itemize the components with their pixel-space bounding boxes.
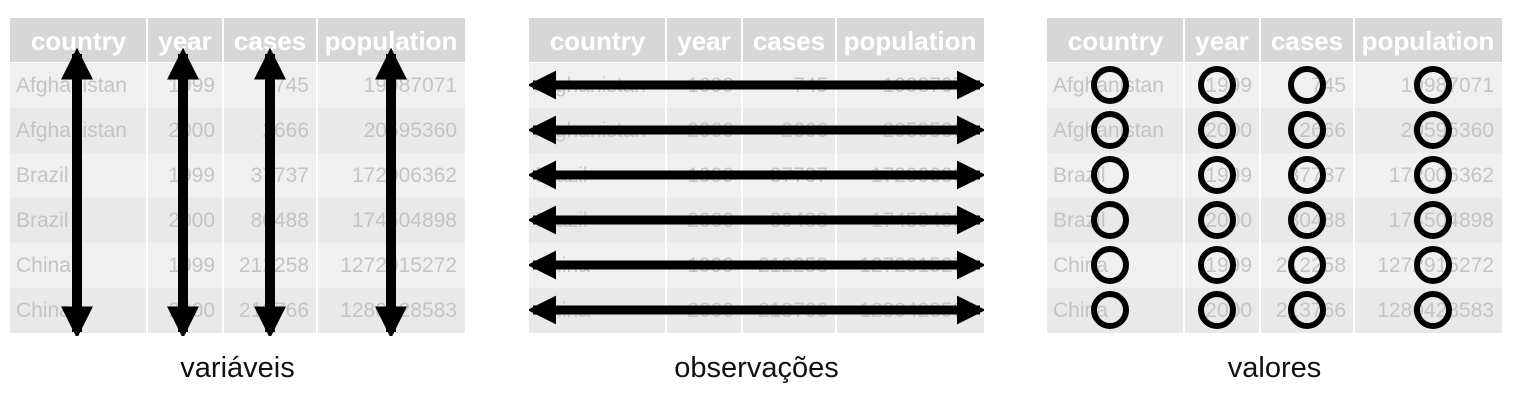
cell-year: 1999 (1205, 164, 1252, 187)
value-circle-cases (1288, 291, 1326, 329)
value-circle-country (1091, 156, 1129, 194)
value-circle-year (1198, 156, 1236, 194)
value-circle-cases (1288, 111, 1326, 149)
value-circle-year (1198, 66, 1236, 104)
overlay (1091, 66, 1452, 329)
column-divider (1259, 18, 1261, 336)
value-circle-country (1091, 111, 1129, 149)
value-circle-year (1198, 246, 1236, 284)
column-header-country: country (549, 26, 646, 56)
value-circle-country (1091, 201, 1129, 239)
cell-country: Afghanistan (1053, 119, 1164, 142)
observations-panel: countryyearcasespopulationAfghanistan199… (529, 18, 984, 336)
column-header-cases: cases (1270, 26, 1344, 56)
value-circle-country (1091, 246, 1129, 284)
value-circle-population (1414, 201, 1452, 239)
column-header-country: country (1067, 26, 1164, 56)
column-header-cases: cases (752, 26, 826, 56)
column-divider (146, 18, 148, 336)
column-header-population: population (1361, 26, 1495, 56)
cell-year: 1999 (1205, 74, 1252, 97)
column-divider (1183, 18, 1185, 336)
value-circle-year (1198, 201, 1236, 239)
table-header: country year cases population (1047, 18, 1502, 62)
cell-year: 2000 (1205, 119, 1252, 142)
overlay (60, 47, 408, 336)
value-circle-cases (1288, 201, 1326, 239)
column-divider (1353, 18, 1355, 336)
variables-caption: variáveis (180, 352, 295, 384)
variables-panel: country year cases population Afghanistan 199… (10, 18, 465, 336)
value-circle-year (1198, 111, 1236, 149)
value-circle-cases (1288, 66, 1326, 104)
cell-year: 2000 (1205, 209, 1252, 232)
column-divider (222, 18, 224, 336)
column-divider (316, 18, 318, 336)
column-header-year: year (1195, 26, 1249, 56)
value-circle-population (1414, 246, 1452, 284)
overlay (529, 70, 984, 325)
cell-year: 2000 (1205, 299, 1252, 322)
values-caption: valores (1227, 352, 1322, 384)
column-header-population: population (843, 26, 977, 56)
cell-country: Afghanistan (1053, 74, 1164, 97)
cell-cases: 37737 (1287, 164, 1346, 187)
column-header-year: year (677, 26, 731, 56)
value-circle-cases (1288, 246, 1326, 284)
value-circle-country (1091, 66, 1129, 104)
cell-year: 1999 (1205, 254, 1252, 277)
cell-population: 1272915272 (1377, 254, 1494, 277)
value-circle-year (1198, 291, 1236, 329)
table-header: country year cases population (529, 18, 984, 62)
value-circle-population (1414, 156, 1452, 194)
cell-country: Brazil (16, 164, 69, 187)
value-circle-population (1414, 111, 1452, 149)
observations-caption: observações (674, 352, 839, 384)
cell-country: China (16, 254, 71, 277)
cell-cases: 80488 (1287, 209, 1346, 232)
cell-country: Brazil (16, 209, 69, 232)
values-panel: country year cases population Afghanistan 199… (1047, 18, 1502, 336)
cell-population: 1280428583 (1377, 299, 1494, 322)
value-circle-population (1414, 291, 1452, 329)
value-circle-cases (1288, 156, 1326, 194)
cell-country: China (16, 299, 71, 322)
value-circle-population (1414, 66, 1452, 104)
value-circle-country (1091, 291, 1129, 329)
